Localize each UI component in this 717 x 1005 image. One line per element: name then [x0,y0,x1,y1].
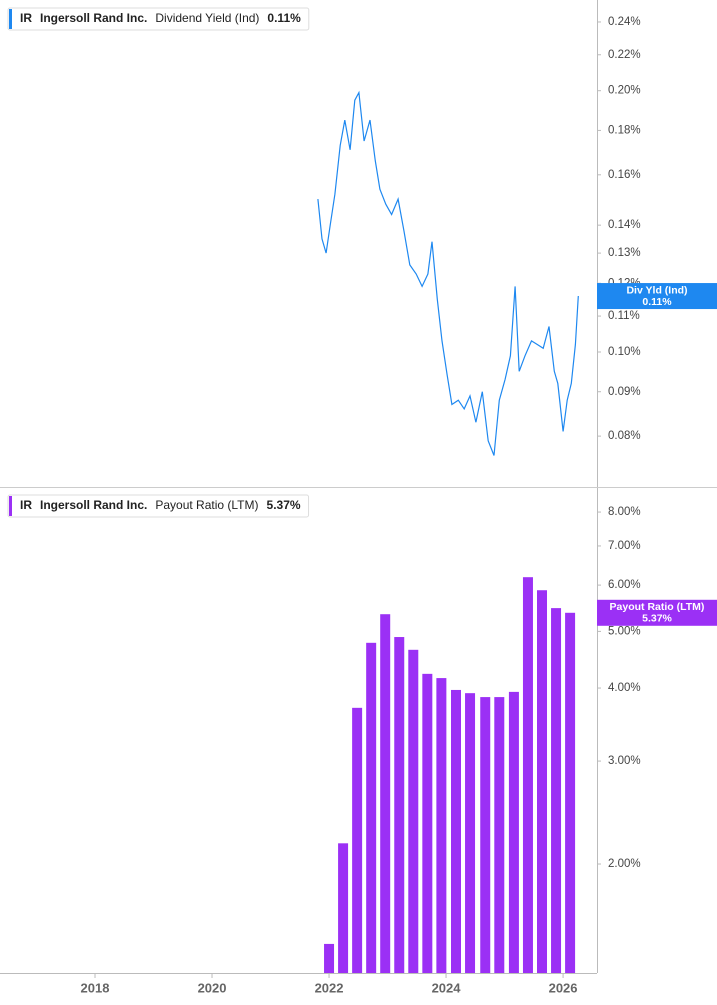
y-tick-label: 0.16% [608,169,641,181]
y-tick-label: 0.18% [608,124,641,136]
legend-swatch [9,9,12,29]
bar [338,843,349,973]
legend-text: 0.11% [267,11,301,25]
badge-label: Payout Ratio (LTM) [610,601,705,613]
y-tick-label: 0.14% [608,219,641,231]
legend: IR Ingersoll Rand Inc. Payout Ratio (LTM) 5… [7,494,310,518]
bar [422,673,433,973]
x-tick-label: 2026 [549,980,578,995]
legend-text: Ingersoll Rand Inc. [40,498,147,512]
data-line [317,90,579,456]
badge-value: 5.37% [642,613,672,625]
bar [508,691,519,973]
y-tick-label: 0.09% [608,386,641,398]
badge-value: 0.11% [642,296,672,308]
bar [565,612,576,973]
bar [408,649,419,973]
legend-text: 5.37% [267,498,301,512]
y-tick-label: 0.10% [608,346,641,358]
bar [394,637,405,973]
y-tick-label: 3.00% [608,755,641,767]
value-badge [597,283,717,310]
value-badge [597,599,717,626]
bar [522,577,533,973]
y-tick-label: 0.22% [608,49,641,61]
badge-label: Div Yld (Ind) [626,284,687,296]
y-tick-label: 6.00% [608,579,641,591]
y-tick-label: 7.00% [608,540,641,552]
legend-box [7,7,310,31]
x-tick-label: 2024 [432,980,462,995]
y-tick-label: 5.00% [608,625,641,637]
bar [551,608,562,973]
x-tick-label: 2022 [315,980,344,995]
legend-text: IR [20,498,32,512]
y-tick-label: 0.24% [608,16,641,28]
bar [537,590,548,973]
x-tick-label: 2018 [81,980,110,995]
y-tick-label: 0.08% [608,430,641,442]
y-tick-label: 0.11% [608,310,640,322]
legend-text: Payout Ratio (LTM) [155,498,258,512]
y-tick-label: 0.13% [608,247,641,259]
y-tick-label: 8.00% [608,506,641,518]
bar [480,697,491,973]
y-tick-label: 4.00% [608,682,641,694]
legend-text: IR [20,11,32,25]
bar [380,614,391,973]
bar [324,943,335,973]
x-tick-label: 2020 [198,980,227,995]
bar [352,707,363,973]
legend-box [7,494,310,518]
legend: IR Ingersoll Rand Inc. Dividend Yield (Ind… [7,7,310,31]
legend-text: Ingersoll Rand Inc. [40,11,147,25]
bar [450,689,461,973]
y-tick-label: 2.00% [608,858,641,870]
bar [436,678,447,973]
y-tick-label: 0.20% [608,85,641,97]
bar [366,642,377,973]
bar [494,697,505,973]
legend-swatch [9,496,12,516]
legend-text: Dividend Yield (Ind) [155,11,259,25]
bar [465,693,476,973]
